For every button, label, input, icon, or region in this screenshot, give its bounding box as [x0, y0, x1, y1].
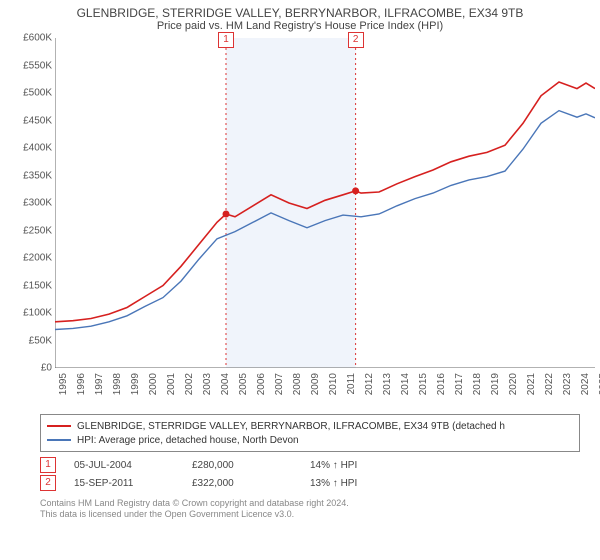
x-tick-label: 2017 [454, 373, 465, 395]
chart-title: GLENBRIDGE, STERRIDGE VALLEY, BERRYNARBO… [0, 0, 600, 34]
x-tick-label: 1999 [130, 373, 141, 395]
x-tick-label: 2002 [184, 373, 195, 395]
x-tick-label: 2016 [436, 373, 447, 395]
x-tick-label: 2024 [580, 373, 591, 395]
chart-area: £0£50K£100K£150K£200K£250K£300K£350K£400… [28, 38, 598, 408]
y-tick-label: £200K [12, 253, 52, 264]
marker-dot [223, 211, 230, 218]
footnote-line-2: This data is licensed under the Open Gov… [40, 509, 592, 520]
y-tick-label: £150K [12, 280, 52, 291]
footnote: Contains HM Land Registry data © Crown c… [40, 498, 592, 520]
y-tick-label: £450K [12, 115, 52, 126]
sale-point-date-2: 15-SEP-2011 [74, 478, 174, 489]
legend-swatch-hpi [47, 439, 71, 441]
x-tick-label: 2018 [472, 373, 483, 395]
legend-row-hpi: HPI: Average price, detached house, Nort… [47, 433, 573, 447]
sale-point-price-2: £322,000 [192, 478, 292, 489]
x-tick-label: 2011 [346, 373, 357, 395]
x-tick-label: 2019 [490, 373, 501, 395]
legend: GLENBRIDGE, STERRIDGE VALLEY, BERRYNARBO… [40, 414, 580, 452]
x-tick-label: 2020 [508, 373, 519, 395]
title-line-2: Price paid vs. HM Land Registry's House … [4, 20, 596, 32]
x-tick-label: 1996 [76, 373, 87, 395]
x-tick-label: 2008 [292, 373, 303, 395]
x-tick-label: 1997 [94, 373, 105, 395]
x-tick-label: 2007 [274, 373, 285, 395]
x-tick-label: 2004 [220, 373, 231, 395]
x-tick-label: 2015 [418, 373, 429, 395]
x-tick-label: 1998 [112, 373, 123, 395]
plot-svg [55, 38, 595, 368]
x-tick-label: 2006 [256, 373, 267, 395]
x-tick-label: 2009 [310, 373, 321, 395]
x-tick-label: 2003 [202, 373, 213, 395]
sale-point-row-1: 1 05-JUL-2004 £280,000 14% ↑ HPI [40, 456, 592, 474]
legend-row-property: GLENBRIDGE, STERRIDGE VALLEY, BERRYNARBO… [47, 419, 573, 433]
marker-badge: 2 [348, 32, 364, 48]
x-tick-label: 2021 [526, 373, 537, 395]
x-tick-label: 2023 [562, 373, 573, 395]
sale-point-price-1: £280,000 [192, 460, 292, 471]
y-tick-label: £550K [12, 60, 52, 71]
x-tick-label: 2022 [544, 373, 555, 395]
y-tick-label: £350K [12, 170, 52, 181]
sale-point-row-2: 2 15-SEP-2011 £322,000 13% ↑ HPI [40, 474, 592, 492]
sale-point-date-1: 05-JUL-2004 [74, 460, 174, 471]
y-tick-label: £100K [12, 308, 52, 319]
x-tick-label: 2014 [400, 373, 411, 395]
x-tick-label: 2000 [148, 373, 159, 395]
x-tick-label: 2005 [238, 373, 249, 395]
y-tick-label: £250K [12, 225, 52, 236]
sale-point-badge-1: 1 [40, 457, 56, 473]
legend-label-hpi: HPI: Average price, detached house, Nort… [77, 435, 299, 446]
legend-swatch-property [47, 425, 71, 427]
legend-label-property: GLENBRIDGE, STERRIDGE VALLEY, BERRYNARBO… [77, 421, 505, 432]
sale-point-delta-2: 13% ↑ HPI [310, 478, 410, 489]
footnote-line-1: Contains HM Land Registry data © Crown c… [40, 498, 592, 509]
x-tick-label: 2010 [328, 373, 339, 395]
y-tick-label: £600K [12, 33, 52, 44]
sale-point-badge-2: 2 [40, 475, 56, 491]
y-tick-label: £300K [12, 198, 52, 209]
title-line-1: GLENBRIDGE, STERRIDGE VALLEY, BERRYNARBO… [4, 6, 596, 20]
y-tick-label: £500K [12, 88, 52, 99]
y-tick-label: £50K [12, 335, 52, 346]
marker-dot [352, 187, 359, 194]
sale-points-table: 1 05-JUL-2004 £280,000 14% ↑ HPI 2 15-SE… [40, 456, 592, 492]
x-tick-label: 2001 [166, 373, 177, 395]
x-tick-label: 2012 [364, 373, 375, 395]
marker-badge: 1 [218, 32, 234, 48]
sale-point-delta-1: 14% ↑ HPI [310, 460, 410, 471]
y-tick-label: £0 [12, 363, 52, 374]
y-tick-label: £400K [12, 143, 52, 154]
x-tick-label: 2013 [382, 373, 393, 395]
x-tick-label: 1995 [58, 373, 69, 395]
